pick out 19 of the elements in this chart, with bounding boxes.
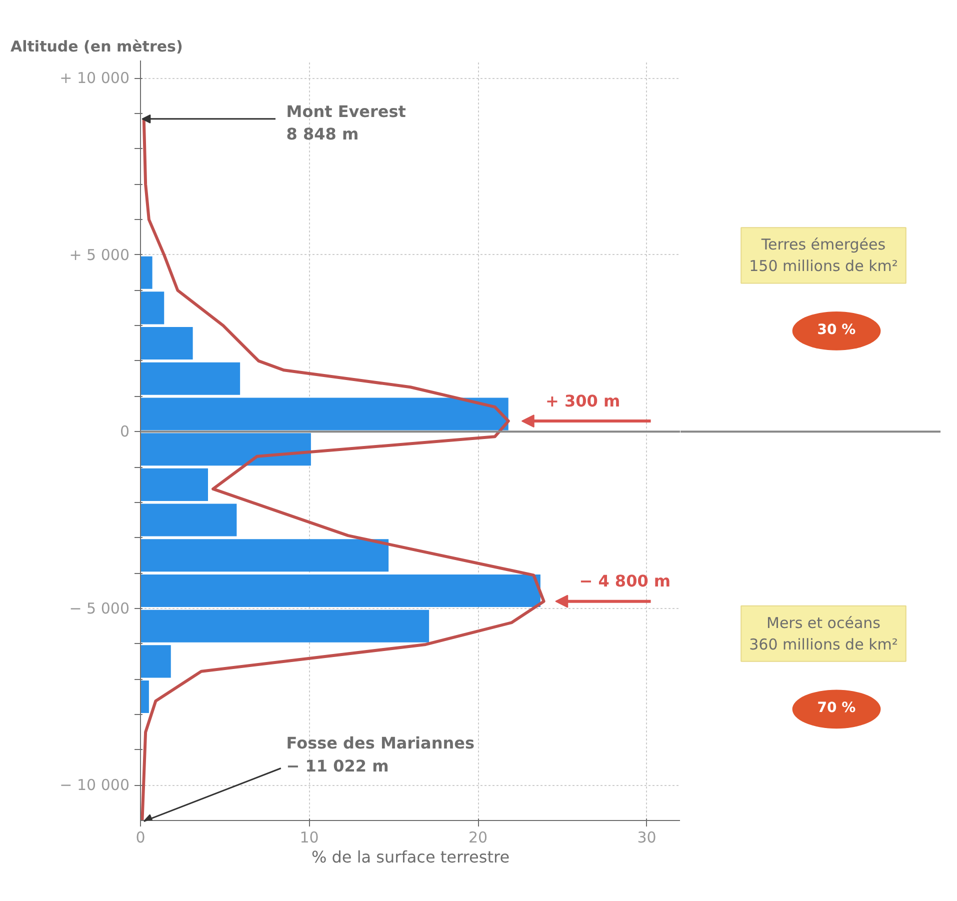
y-axis-title: Altitude (en mètres) [10,38,183,56]
annotation: Mont Everest 8 848 m [286,102,406,144]
y-tick-label: + 5 000 [69,246,130,264]
x-tick-label: 30 [637,828,656,846]
x-tick-label: 0 [136,828,146,846]
y-tick-label: − 5 000 [69,599,130,618]
y-tick-label: 0 [120,422,130,441]
annotation: − 4 800 m [579,572,671,591]
x-axis-title: % de la surface terrestre [311,848,510,866]
annotation: + 300 m [546,391,620,410]
y-tick-label: − 10 000 [60,776,130,794]
y-tick-label: + 10 000 [60,69,130,88]
x-tick-label: 20 [468,828,488,846]
x-tick-label: 10 [300,828,319,846]
annotation: Fosse des Mariannes − 11 022 m [286,734,474,776]
text: Terres émergées 150 millions de km² [749,236,898,276]
text: Mers et océans 360 millions de km² [749,614,898,654]
text: 30 % [817,322,856,338]
text: 70 % [817,700,856,716]
